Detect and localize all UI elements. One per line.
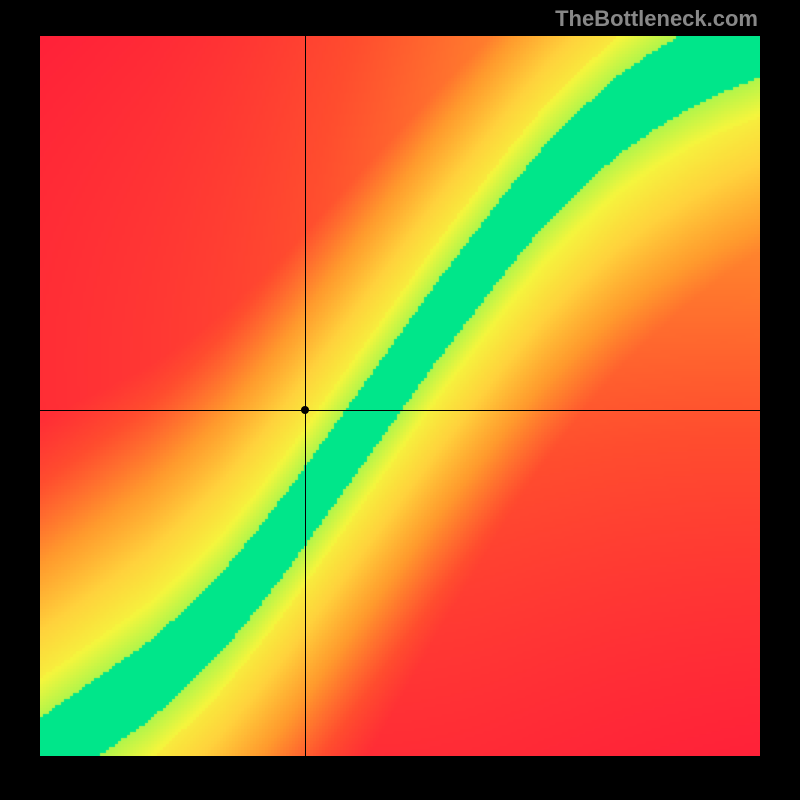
bottleneck-marker [301, 406, 309, 414]
heatmap-canvas [40, 36, 760, 756]
crosshair-horizontal [40, 410, 760, 411]
watermark-text: TheBottleneck.com [555, 6, 758, 32]
crosshair-vertical [305, 36, 306, 756]
heatmap-plot [40, 36, 760, 756]
